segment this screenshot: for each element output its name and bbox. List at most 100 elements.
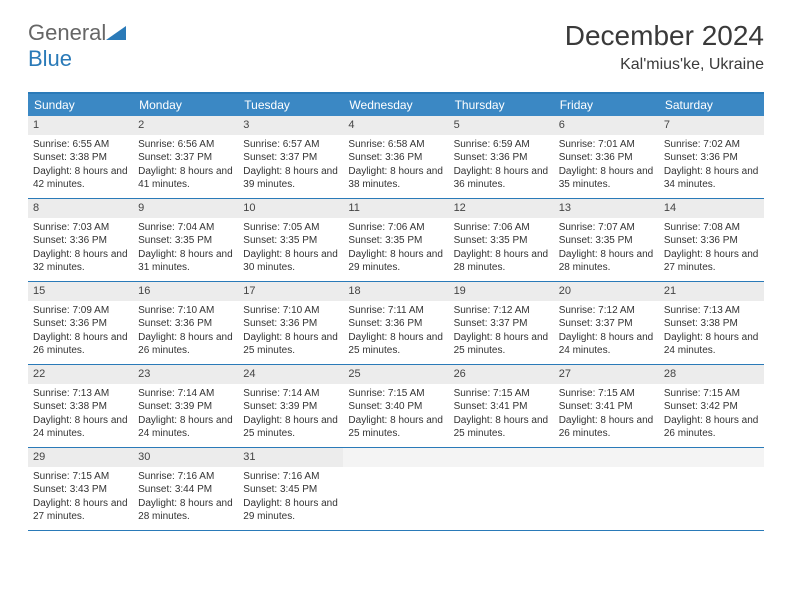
day-body: Sunrise: 7:03 AMSunset: 3:36 PMDaylight:… [28,218,133,280]
sunrise-line: Sunrise: 7:08 AM [664,221,759,235]
day-number: 1 [28,116,133,135]
daylight-line: Daylight: 8 hours and 26 minutes. [138,331,233,358]
daylight-line: Daylight: 8 hours and 25 minutes. [454,331,549,358]
daylight-line: Daylight: 8 hours and 28 minutes. [559,248,654,275]
daylight-line: Daylight: 8 hours and 24 minutes. [664,331,759,358]
weekday-header: Tuesday [238,94,343,116]
header: General Blue December 2024 Kal'mius'ke, … [28,20,764,74]
daylight-line: Daylight: 8 hours and 29 minutes. [348,248,443,275]
calendar-day: 18Sunrise: 7:11 AMSunset: 3:36 PMDayligh… [343,282,448,364]
calendar-day: 27Sunrise: 7:15 AMSunset: 3:41 PMDayligh… [554,365,659,447]
day-number: 2 [133,116,238,135]
calendar-day: 16Sunrise: 7:10 AMSunset: 3:36 PMDayligh… [133,282,238,364]
calendar-day: 9Sunrise: 7:04 AMSunset: 3:35 PMDaylight… [133,199,238,281]
day-body: Sunrise: 7:04 AMSunset: 3:35 PMDaylight:… [133,218,238,280]
sunrise-line: Sunrise: 7:14 AM [138,387,233,401]
logo-text-general: General [28,20,106,45]
sunrise-line: Sunrise: 7:15 AM [454,387,549,401]
sunset-line: Sunset: 3:40 PM [348,400,443,414]
daylight-line: Daylight: 8 hours and 25 minutes. [243,414,338,441]
sunrise-line: Sunrise: 7:11 AM [348,304,443,318]
calendar-day: 11Sunrise: 7:06 AMSunset: 3:35 PMDayligh… [343,199,448,281]
daylight-line: Daylight: 8 hours and 35 minutes. [559,165,654,192]
weekday-header: Friday [554,94,659,116]
sunset-line: Sunset: 3:36 PM [33,234,128,248]
sunset-line: Sunset: 3:37 PM [138,151,233,165]
calendar-day: 14Sunrise: 7:08 AMSunset: 3:36 PMDayligh… [659,199,764,281]
sunset-line: Sunset: 3:38 PM [664,317,759,331]
day-body: Sunrise: 7:07 AMSunset: 3:35 PMDaylight:… [554,218,659,280]
day-body: Sunrise: 6:57 AMSunset: 3:37 PMDaylight:… [238,135,343,197]
day-number: 15 [28,282,133,301]
daylight-line: Daylight: 8 hours and 38 minutes. [348,165,443,192]
day-body: Sunrise: 6:58 AMSunset: 3:36 PMDaylight:… [343,135,448,197]
daylight-line: Daylight: 8 hours and 24 minutes. [138,414,233,441]
day-body: Sunrise: 7:12 AMSunset: 3:37 PMDaylight:… [554,301,659,363]
sunrise-line: Sunrise: 6:56 AM [138,138,233,152]
sunset-line: Sunset: 3:35 PM [348,234,443,248]
sunset-line: Sunset: 3:36 PM [33,317,128,331]
day-body: Sunrise: 7:13 AMSunset: 3:38 PMDaylight:… [659,301,764,363]
daylight-line: Daylight: 8 hours and 27 minutes. [33,497,128,524]
sunrise-line: Sunrise: 7:15 AM [664,387,759,401]
day-body: Sunrise: 7:11 AMSunset: 3:36 PMDaylight:… [343,301,448,363]
sunrise-line: Sunrise: 7:01 AM [559,138,654,152]
calendar-day: 20Sunrise: 7:12 AMSunset: 3:37 PMDayligh… [554,282,659,364]
daylight-line: Daylight: 8 hours and 24 minutes. [559,331,654,358]
daylight-line: Daylight: 8 hours and 28 minutes. [138,497,233,524]
day-number: 18 [343,282,448,301]
calendar-day-empty [343,448,448,530]
logo-text: General Blue [28,20,126,72]
day-body: Sunrise: 7:06 AMSunset: 3:35 PMDaylight:… [343,218,448,280]
day-number: 17 [238,282,343,301]
calendar-day: 22Sunrise: 7:13 AMSunset: 3:38 PMDayligh… [28,365,133,447]
sunrise-line: Sunrise: 7:15 AM [348,387,443,401]
calendar-week-row: 8Sunrise: 7:03 AMSunset: 3:36 PMDaylight… [28,199,764,282]
daylight-line: Daylight: 8 hours and 32 minutes. [33,248,128,275]
day-number: 31 [238,448,343,467]
day-number: 6 [554,116,659,135]
sunrise-line: Sunrise: 7:16 AM [243,470,338,484]
calendar-day: 17Sunrise: 7:10 AMSunset: 3:36 PMDayligh… [238,282,343,364]
calendar-day-empty [659,448,764,530]
calendar-day: 21Sunrise: 7:13 AMSunset: 3:38 PMDayligh… [659,282,764,364]
day-number: 10 [238,199,343,218]
sunset-line: Sunset: 3:37 PM [243,151,338,165]
day-number: 19 [449,282,554,301]
day-number: 27 [554,365,659,384]
calendar-day: 10Sunrise: 7:05 AMSunset: 3:35 PMDayligh… [238,199,343,281]
sunrise-line: Sunrise: 7:10 AM [243,304,338,318]
sunset-line: Sunset: 3:36 PM [664,151,759,165]
day-number: 13 [554,199,659,218]
weekday-header: Wednesday [343,94,448,116]
sunset-line: Sunset: 3:41 PM [454,400,549,414]
sunrise-line: Sunrise: 6:58 AM [348,138,443,152]
sunrise-line: Sunrise: 6:55 AM [33,138,128,152]
day-body: Sunrise: 7:08 AMSunset: 3:36 PMDaylight:… [659,218,764,280]
calendar-day: 13Sunrise: 7:07 AMSunset: 3:35 PMDayligh… [554,199,659,281]
sunset-line: Sunset: 3:35 PM [138,234,233,248]
day-body: Sunrise: 7:01 AMSunset: 3:36 PMDaylight:… [554,135,659,197]
daylight-line: Daylight: 8 hours and 29 minutes. [243,497,338,524]
sunset-line: Sunset: 3:38 PM [33,151,128,165]
day-number: 24 [238,365,343,384]
calendar-day: 30Sunrise: 7:16 AMSunset: 3:44 PMDayligh… [133,448,238,530]
day-number: 12 [449,199,554,218]
weekday-header: Saturday [659,94,764,116]
day-body: Sunrise: 7:15 AMSunset: 3:40 PMDaylight:… [343,384,448,446]
day-body: Sunrise: 6:55 AMSunset: 3:38 PMDaylight:… [28,135,133,197]
day-number: 20 [554,282,659,301]
day-number: 16 [133,282,238,301]
day-number: 8 [28,199,133,218]
daylight-line: Daylight: 8 hours and 39 minutes. [243,165,338,192]
sunrise-line: Sunrise: 7:15 AM [33,470,128,484]
day-body: Sunrise: 7:13 AMSunset: 3:38 PMDaylight:… [28,384,133,446]
day-body: Sunrise: 7:14 AMSunset: 3:39 PMDaylight:… [238,384,343,446]
sunset-line: Sunset: 3:44 PM [138,483,233,497]
day-body: Sunrise: 7:09 AMSunset: 3:36 PMDaylight:… [28,301,133,363]
sunset-line: Sunset: 3:45 PM [243,483,338,497]
calendar-week-row: 29Sunrise: 7:15 AMSunset: 3:43 PMDayligh… [28,448,764,531]
calendar-day: 24Sunrise: 7:14 AMSunset: 3:39 PMDayligh… [238,365,343,447]
day-number: 5 [449,116,554,135]
day-number [343,448,448,467]
